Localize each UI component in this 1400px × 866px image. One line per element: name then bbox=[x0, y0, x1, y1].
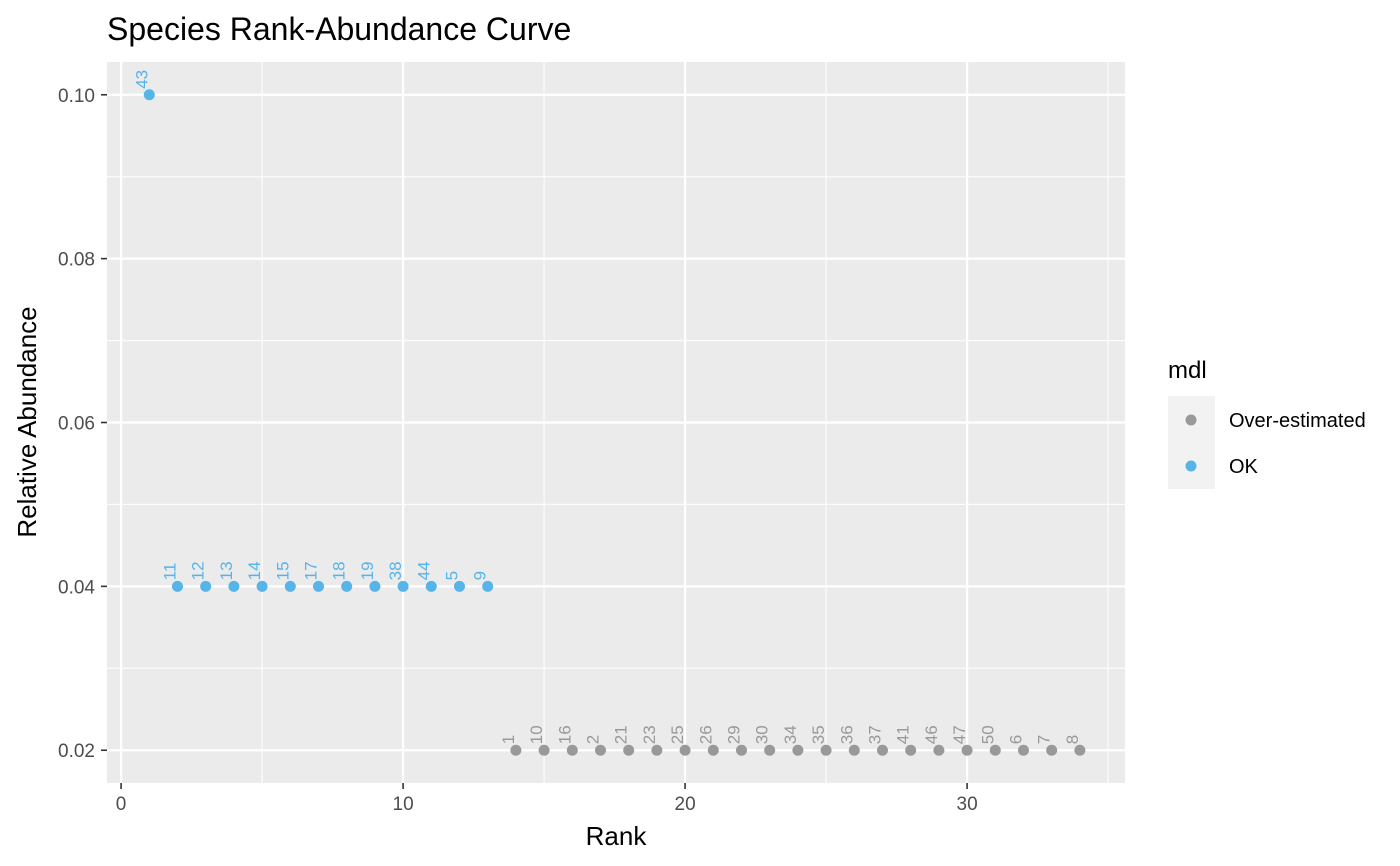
point-label: 12 bbox=[189, 561, 208, 580]
data-point bbox=[707, 744, 719, 756]
legend-keys: Over-estimated OK bbox=[1168, 396, 1366, 489]
x-axis: 0 10 20 30 bbox=[116, 783, 978, 815]
y-tick-label: 0.06 bbox=[58, 414, 95, 435]
point-label: 44 bbox=[414, 561, 433, 580]
data-point bbox=[369, 580, 381, 592]
point-label: 43 bbox=[132, 70, 151, 89]
data-point bbox=[876, 744, 888, 756]
y-tick-label: 0.02 bbox=[58, 741, 95, 762]
data-point bbox=[171, 580, 183, 592]
data-point bbox=[820, 744, 832, 756]
legend-key-label: OK bbox=[1229, 456, 1259, 478]
point-label: 37 bbox=[865, 725, 884, 744]
point-label: 17 bbox=[301, 561, 320, 580]
y-axis-title: Relative Abundance bbox=[12, 306, 42, 537]
x-axis-title: Rank bbox=[586, 821, 648, 851]
point-label: 10 bbox=[527, 725, 546, 744]
data-point bbox=[1046, 744, 1058, 756]
data-point bbox=[1017, 744, 1029, 756]
point-label: 38 bbox=[386, 561, 405, 580]
point-label: 15 bbox=[273, 561, 292, 580]
data-point bbox=[312, 580, 324, 592]
legend-key-background bbox=[1168, 396, 1215, 489]
data-point bbox=[397, 580, 409, 592]
data-point bbox=[735, 744, 747, 756]
data-point bbox=[651, 744, 663, 756]
data-point bbox=[200, 580, 212, 592]
data-point bbox=[566, 744, 578, 756]
data-point bbox=[143, 89, 155, 101]
point-labels: 43 11 12 13 14 15 17 18 19 38 44 5 9 1 10 16 2 21 23 25 26 29… bbox=[132, 70, 1082, 744]
data-point bbox=[1074, 744, 1086, 756]
x-tick-label: 0 bbox=[116, 794, 127, 815]
data-point bbox=[594, 744, 606, 756]
point-label: 25 bbox=[668, 725, 687, 744]
point-label: 29 bbox=[724, 725, 743, 744]
point-label: 5 bbox=[442, 571, 461, 580]
data-point bbox=[510, 744, 522, 756]
point-label: 34 bbox=[781, 725, 800, 744]
data-point bbox=[538, 744, 550, 756]
point-label: 36 bbox=[837, 725, 856, 744]
point-label: 23 bbox=[640, 725, 659, 744]
data-point bbox=[623, 744, 635, 756]
point-label: 14 bbox=[245, 561, 264, 580]
x-tick-label: 10 bbox=[393, 794, 414, 815]
point-label: 7 bbox=[1035, 735, 1054, 744]
data-point bbox=[679, 744, 691, 756]
point-label: 18 bbox=[330, 561, 349, 580]
point-label: 21 bbox=[612, 725, 631, 744]
data-point bbox=[989, 744, 1001, 756]
legend-key-swatch bbox=[1185, 460, 1197, 472]
legend: mdl Over-estimated OK bbox=[1168, 357, 1366, 489]
point-label: 9 bbox=[471, 571, 490, 580]
data-point bbox=[256, 580, 268, 592]
data-point bbox=[961, 744, 973, 756]
point-label: 50 bbox=[978, 725, 997, 744]
point-label: 11 bbox=[160, 563, 179, 581]
data-point bbox=[425, 580, 437, 592]
point-label: 1 bbox=[499, 735, 518, 744]
x-tick-label: 20 bbox=[675, 794, 696, 815]
data-point bbox=[228, 580, 240, 592]
data-point bbox=[792, 744, 804, 756]
chart-title: Species Rank-Abundance Curve bbox=[107, 11, 571, 47]
data-point bbox=[341, 580, 353, 592]
data-point bbox=[848, 744, 860, 756]
point-label: 19 bbox=[358, 561, 377, 580]
legend-key-swatch bbox=[1185, 414, 1197, 426]
point-label: 30 bbox=[753, 725, 772, 744]
y-tick-label: 0.08 bbox=[58, 250, 95, 271]
point-label: 6 bbox=[1006, 735, 1025, 744]
point-label: 41 bbox=[894, 725, 913, 744]
y-axis: 0.02 0.04 0.06 0.08 0.10 bbox=[58, 86, 107, 762]
point-label: 8 bbox=[1063, 735, 1082, 744]
point-label: 46 bbox=[922, 725, 941, 744]
point-label: 26 bbox=[696, 725, 715, 744]
point-label: 35 bbox=[809, 725, 828, 744]
legend-title: mdl bbox=[1168, 357, 1207, 384]
data-point bbox=[905, 744, 917, 756]
data-point bbox=[482, 580, 494, 592]
major-gridlines bbox=[107, 62, 1125, 783]
legend-key-label: Over-estimated bbox=[1229, 410, 1366, 432]
y-tick-label: 0.10 bbox=[58, 86, 95, 107]
point-label: 13 bbox=[217, 561, 236, 580]
data-point bbox=[284, 580, 296, 592]
x-tick-label: 30 bbox=[957, 794, 978, 815]
data-point bbox=[453, 580, 465, 592]
point-label: 16 bbox=[555, 725, 574, 744]
data-point bbox=[933, 744, 945, 756]
data-points bbox=[143, 89, 1086, 756]
point-label: 47 bbox=[950, 725, 969, 744]
data-point bbox=[764, 744, 776, 756]
y-tick-label: 0.04 bbox=[58, 577, 95, 598]
point-label: 2 bbox=[583, 735, 602, 744]
